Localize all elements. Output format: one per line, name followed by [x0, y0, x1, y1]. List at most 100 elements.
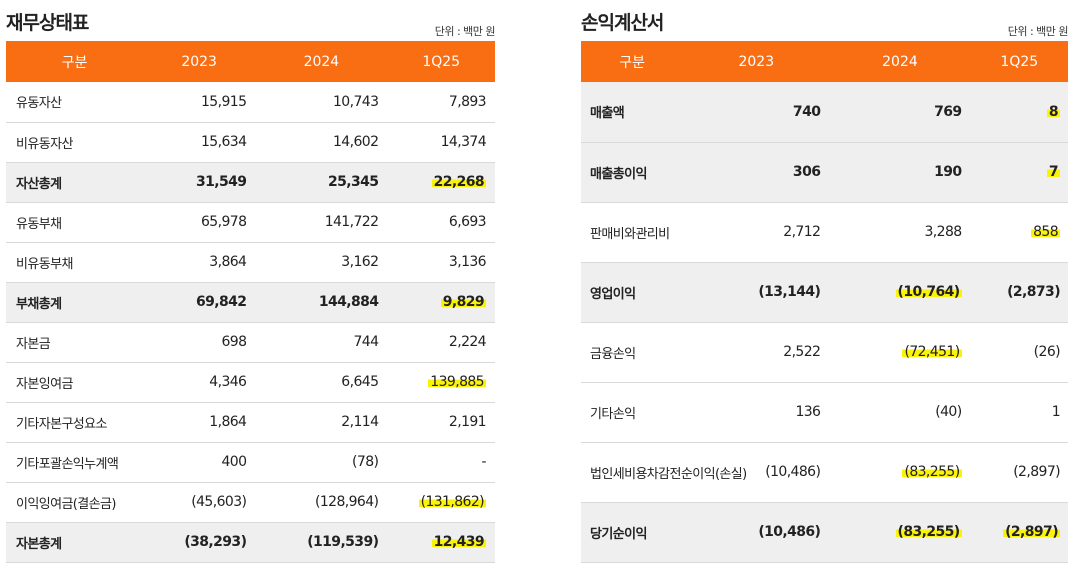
cell-2024: 769 — [829, 82, 970, 142]
cell-value: 9,829 — [440, 294, 486, 310]
table-row: 법인세비용차감전순이익(손실) (10,486) (83,255) (2,897) — [581, 442, 1068, 502]
row-label: 매출총이익 — [590, 166, 647, 182]
cell-2023: 15,634 — [143, 122, 255, 162]
header-2024: 2024 — [303, 53, 340, 70]
cell-value: 65,978 — [200, 214, 247, 230]
cell-1q25: 6,693 — [387, 202, 495, 242]
cell-2023: (13,144) — [683, 262, 829, 322]
balance-sheet-body: 유동자산 15,915 10,743 7,893 비유동자산 15,634 14,602 14… — [6, 82, 495, 562]
table-row: 당기순이익 (10,486) (83,255) (2,897) — [581, 502, 1068, 562]
cell-2024: 144,884 — [255, 282, 387, 322]
cell-value: 15,634 — [200, 134, 247, 150]
table-row: 매출액 740 769 8 — [581, 82, 1068, 142]
income-statement-body: 매출액 740 769 8 매출총이익 306 190 7 판매비와관리비 2,712 3,288 8… — [581, 82, 1068, 562]
cell-value: 136 — [795, 404, 821, 420]
cell-value: (2,873) — [1007, 284, 1060, 300]
row-label: 기타자본구성요소 — [16, 416, 107, 432]
cell-value: 3,288 — [924, 224, 962, 240]
row-label: 기타손익 — [590, 406, 636, 422]
cell-1q25: 2,224 — [387, 322, 495, 362]
table-row: 부채총계 69,842 144,884 9,829 — [6, 282, 495, 322]
cell-value: 400 — [221, 454, 247, 470]
cell-2024: 3,288 — [829, 202, 970, 262]
cell-value: 15,915 — [200, 93, 247, 110]
row-label: 자산총계 — [16, 176, 62, 192]
cell-2024: (72,451) — [829, 322, 970, 382]
cell-value: 7 — [1046, 164, 1060, 180]
cell-1q25: 14,374 — [387, 122, 495, 162]
cell-value: 31,549 — [195, 174, 247, 190]
cell-2023: 1,864 — [143, 402, 255, 442]
row-label: 자본총계 — [16, 536, 62, 552]
header-2023: 2023 — [181, 53, 217, 70]
row-label: 기타포괄손익누계액 — [16, 456, 119, 472]
cell-1q25: (26) — [971, 322, 1068, 382]
row-label: 비유동자산 — [16, 136, 73, 152]
row-label: 당기순이익 — [590, 526, 647, 542]
cell-value: 139,885 — [428, 374, 486, 390]
cell-value: (45,603) — [191, 494, 247, 510]
table-row: 자산총계 31,549 25,345 22,268 — [6, 162, 495, 202]
cell-value: 4,346 — [209, 374, 247, 390]
income-statement-table: 구분 2023 2024 1Q25 매출액 740 769 8 매출총이익 306 190 7… — [581, 41, 1068, 563]
cell-2023: 2,522 — [683, 322, 829, 382]
cell-value: 7,893 — [448, 93, 487, 110]
cell-value: 14,374 — [440, 134, 487, 150]
table-row: 매출총이익 306 190 7 — [581, 142, 1068, 202]
row-label: 유동자산 — [16, 96, 62, 112]
cell-2023: (38,293) — [143, 522, 255, 562]
cell-2023: (10,486) — [683, 502, 829, 562]
table-row: 자본총계 (38,293) (119,539) 12,439 — [6, 522, 495, 562]
cell-2023: 698 — [143, 322, 255, 362]
cell-value: 25,345 — [327, 174, 379, 190]
cell-value: 769 — [934, 103, 962, 120]
cell-value: 190 — [934, 164, 962, 180]
cell-value: 144,884 — [318, 294, 379, 310]
cell-value: 6,645 — [341, 374, 379, 390]
cell-2023: 15,915 — [143, 82, 255, 122]
cell-1q25: (2,897) — [971, 502, 1068, 562]
cell-2023: 4,346 — [143, 362, 255, 402]
cell-value: 2,224 — [448, 334, 487, 350]
cell-value: (83,255) — [895, 524, 962, 540]
table-header-row: 구분 2023 2024 1Q25 — [581, 41, 1068, 82]
cell-2024: (119,539) — [255, 522, 387, 562]
cell-2024: (83,255) — [829, 502, 970, 562]
cell-value: 1 — [1051, 404, 1061, 420]
row-label: 매출액 — [590, 106, 625, 122]
cell-1q25: 2,191 — [387, 402, 495, 442]
cell-value: (40) — [935, 404, 962, 420]
cell-2024: 3,162 — [255, 242, 387, 282]
header-1q25: 1Q25 — [1000, 53, 1039, 70]
cell-value: 10,743 — [333, 93, 379, 110]
cell-value: (10,486) — [758, 524, 821, 540]
cell-value: (10,486) — [765, 464, 821, 480]
header-2024: 2024 — [882, 53, 918, 70]
cell-2023: (45,603) — [143, 482, 255, 522]
cell-value: 12,439 — [431, 534, 486, 550]
cell-1q25: 7 — [971, 142, 1068, 202]
cell-value: 3,136 — [448, 254, 487, 270]
cell-value: 3,864 — [209, 254, 247, 270]
cell-value: (83,255) — [902, 464, 962, 480]
cell-value: (2,897) — [1013, 464, 1060, 480]
header-category: 구분 — [619, 54, 646, 71]
cell-value: 2,191 — [448, 414, 487, 430]
cell-value: 141,722 — [324, 214, 379, 230]
cell-1q25: 858 — [971, 202, 1068, 262]
row-label: 영업이익 — [590, 286, 636, 302]
table-header-row: 구분 2023 2024 1Q25 — [6, 41, 495, 82]
cell-2023: 740 — [683, 82, 829, 142]
table-row: 유동자산 15,915 10,743 7,893 — [6, 82, 495, 122]
cell-value: 22,268 — [431, 174, 486, 190]
row-label: 부채총계 — [16, 296, 62, 312]
cell-value: 1,864 — [209, 414, 247, 430]
cell-value: (72,451) — [902, 344, 962, 360]
cell-1q25: 22,268 — [387, 162, 495, 202]
cell-2024: 141,722 — [255, 202, 387, 242]
header-1q25: 1Q25 — [422, 53, 461, 70]
cell-value: (26) — [1033, 344, 1061, 360]
cell-value: 2,522 — [783, 344, 821, 360]
cell-value: 744 — [353, 334, 379, 350]
cell-2024: 190 — [829, 142, 970, 202]
